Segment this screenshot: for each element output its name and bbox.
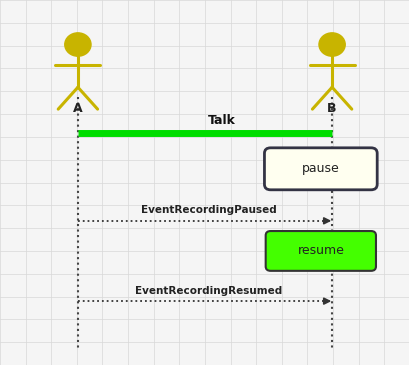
- Text: EventRecordingPaused: EventRecordingPaused: [141, 205, 276, 215]
- Text: EventRecordingResumed: EventRecordingResumed: [135, 286, 282, 296]
- FancyBboxPatch shape: [264, 148, 376, 190]
- Text: A: A: [73, 102, 83, 115]
- FancyBboxPatch shape: [265, 231, 375, 271]
- Circle shape: [65, 33, 91, 56]
- Text: Talk: Talk: [207, 114, 235, 127]
- Text: B: B: [326, 102, 336, 115]
- Text: pause: pause: [301, 162, 339, 175]
- Circle shape: [318, 33, 344, 56]
- Text: resume: resume: [297, 245, 344, 257]
